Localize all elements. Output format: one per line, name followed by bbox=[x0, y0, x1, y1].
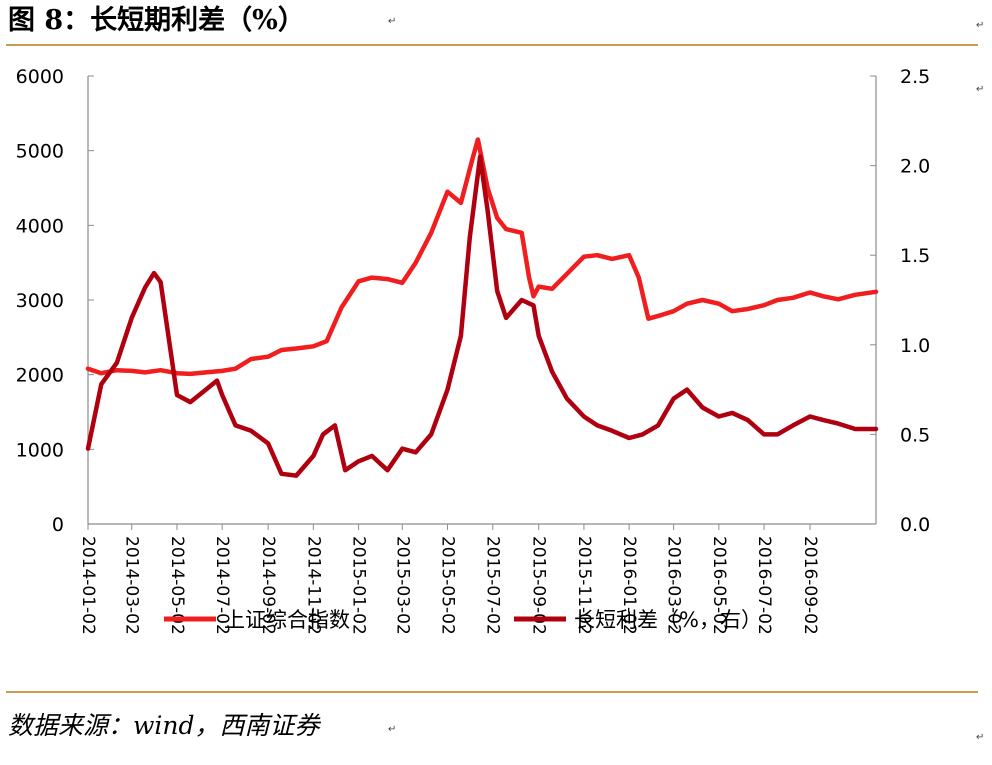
right-tick-label: 0.0 bbox=[900, 514, 930, 536]
left-tick-label: 1000 bbox=[16, 439, 64, 461]
x-tick-label: 2015-11-02 bbox=[574, 536, 594, 635]
right-tick-label: 2.0 bbox=[900, 156, 930, 178]
left-tick-label: 2000 bbox=[16, 365, 64, 387]
left-tick-label: 6000 bbox=[16, 66, 64, 88]
paragraph-mark: ↵ bbox=[388, 16, 397, 27]
right-tick-label: 1.0 bbox=[900, 335, 930, 357]
x-tick-label: 2014-05-02 bbox=[167, 536, 187, 635]
x-tick-label: 2015-07-02 bbox=[483, 536, 503, 635]
x-tick-label: 2016-09-02 bbox=[800, 536, 820, 635]
legend: 上证综合指数 长短利差（%，右） bbox=[164, 608, 762, 632]
x-tick-label: 2014-11-02 bbox=[303, 536, 323, 635]
paragraph-mark: ↵ bbox=[388, 724, 397, 735]
plot-area: 0 1000 2000 3000 4000 5000 6000 0.0 0.5 1.0 1.5 2.0… bbox=[16, 66, 931, 635]
right-tick-label: 1.5 bbox=[900, 245, 930, 267]
right-tick-label: 2.5 bbox=[900, 66, 930, 88]
x-tick-label: 2014-09-02 bbox=[258, 536, 278, 635]
x-tick-label: 2014-01-02 bbox=[78, 536, 98, 635]
figure-title: 图 8：长短期利差（%） bbox=[8, 5, 305, 36]
x-tick-label: 2014-07-02 bbox=[212, 536, 232, 635]
left-tick-label: 3000 bbox=[16, 290, 64, 312]
legend-label-1: 上证综合指数 bbox=[224, 608, 350, 632]
chart: 0 1000 2000 3000 4000 5000 6000 0.0 0.5 1.0 1.5 2.0… bbox=[16, 66, 931, 635]
x-tick-label: 2016-07-02 bbox=[754, 536, 774, 635]
x-tick-label: 2014-03-02 bbox=[122, 536, 142, 635]
x-tick-label: 2015-03-02 bbox=[392, 536, 412, 635]
left-tick-label: 5000 bbox=[16, 141, 64, 163]
bottom-divider bbox=[6, 691, 978, 693]
x-tick-label: 2015-05-02 bbox=[438, 536, 458, 635]
left-tick-label: 4000 bbox=[16, 215, 64, 237]
paragraph-mark: ↵ bbox=[976, 84, 985, 95]
x-tick-label: 2015-01-02 bbox=[349, 536, 369, 635]
data-source-note: 数据来源：wind，西南证券 bbox=[8, 711, 320, 740]
series-line-1 bbox=[85, 137, 879, 377]
left-tick-label: 0 bbox=[52, 514, 64, 536]
top-divider bbox=[6, 44, 978, 46]
x-tick-label: 2016-01-02 bbox=[619, 536, 639, 635]
x-tick-label: 2016-05-02 bbox=[709, 536, 729, 635]
legend-label-2: 长短利差（%，右） bbox=[574, 608, 762, 632]
series-line-2 bbox=[85, 154, 879, 478]
x-tick-label: 2016-03-02 bbox=[664, 536, 684, 635]
paragraph-mark: ↵ bbox=[976, 732, 985, 743]
paragraph-mark: ↵ bbox=[976, 20, 985, 31]
x-tick-label: 2015-09-02 bbox=[529, 536, 549, 635]
right-tick-label: 0.5 bbox=[900, 424, 930, 446]
